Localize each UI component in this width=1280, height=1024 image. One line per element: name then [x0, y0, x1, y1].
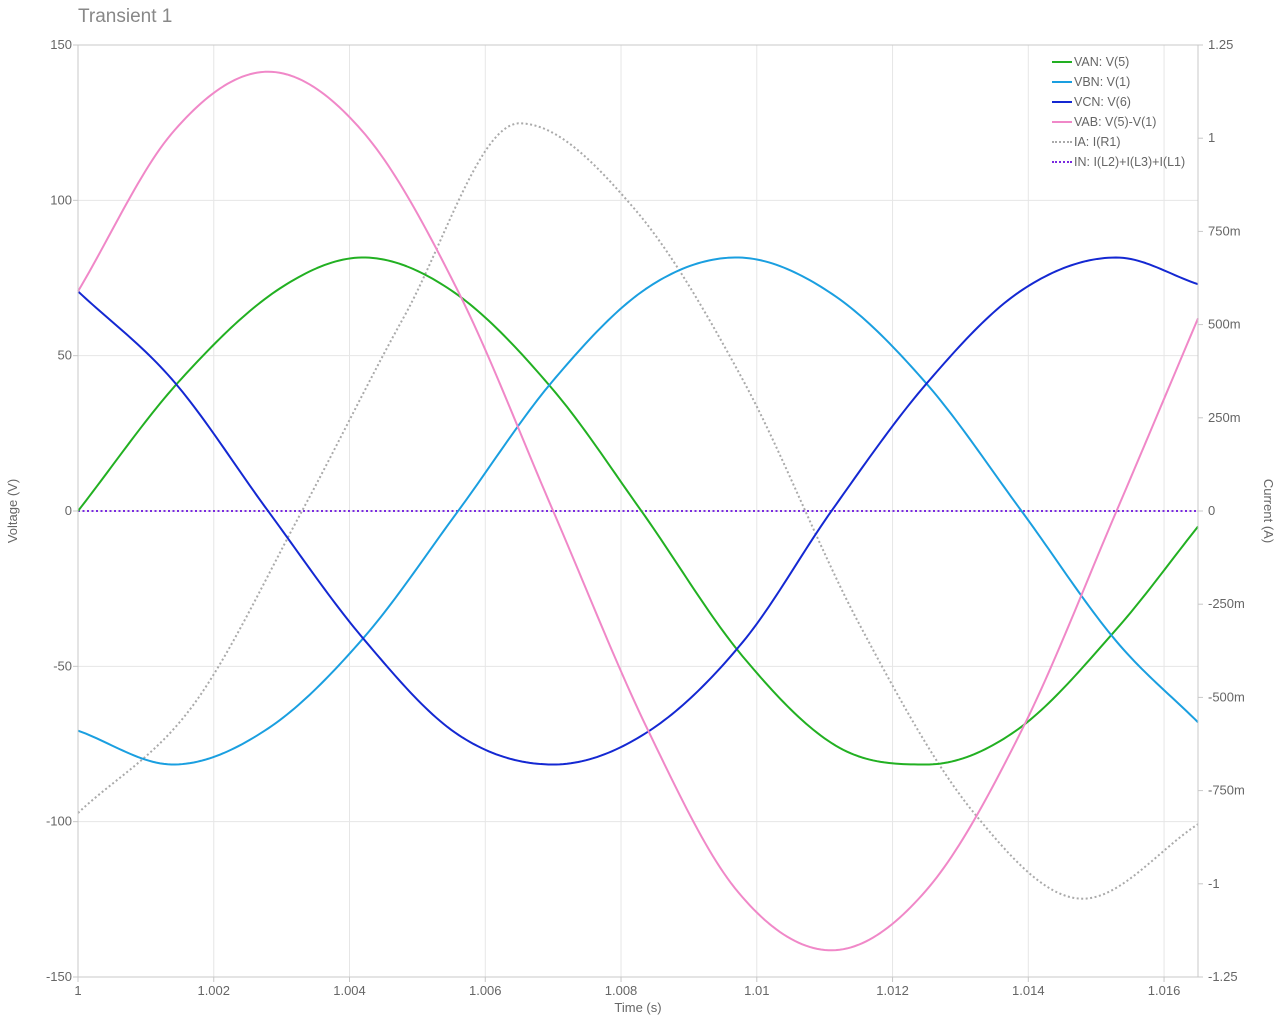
- series-layer: [77, 70, 1199, 952]
- series-line-vcn: [77, 256, 1199, 766]
- x-tick-label: 1.012: [876, 983, 909, 998]
- legend-item[interactable]: VAB: V(5)-V(1): [1052, 112, 1185, 132]
- legend-label: VAN: V(5): [1074, 55, 1130, 69]
- legend-item[interactable]: VBN: V(1): [1052, 72, 1185, 92]
- legend-label: VAB: V(5)-V(1): [1074, 115, 1157, 129]
- y-tick-label: -100: [46, 814, 72, 829]
- y2-tick-label: -1: [1208, 876, 1220, 891]
- y2-tick-label: -250m: [1208, 596, 1245, 611]
- y2-tick-label: -1.25: [1208, 969, 1238, 984]
- axis-layer: 1 1.002 1.004 1.006 1.008 1.01 1.012 1.014 1.016…: [5, 37, 1276, 1015]
- series-line-vbn: [77, 256, 1199, 766]
- y-tick-label: 50: [58, 348, 72, 363]
- y-tick-label: 150: [50, 37, 72, 52]
- y2-tick-label: 250m: [1208, 410, 1241, 425]
- legend-item[interactable]: VCN: V(6): [1052, 92, 1185, 112]
- x-tick-label: 1.014: [1012, 983, 1045, 998]
- y2-tick-label: 1: [1208, 130, 1215, 145]
- series-line-van: [77, 256, 1199, 766]
- x-axis-label: Time (s): [614, 1000, 661, 1015]
- legend-swatch: [1052, 161, 1072, 163]
- x-tick-label: 1.006: [469, 983, 502, 998]
- x-tick-label: 1.01: [744, 983, 769, 998]
- y-tick-label: -50: [53, 658, 72, 673]
- y2-axis-label: Current (A): [1261, 479, 1276, 543]
- y-tick-label: -150: [46, 969, 72, 984]
- series-line-ia: [77, 122, 1199, 900]
- legend-swatch: [1052, 61, 1072, 63]
- chart-title: Transient 1: [78, 6, 173, 27]
- legend-swatch: [1052, 101, 1072, 103]
- legend-swatch: [1052, 81, 1072, 83]
- legend-label: IN: I(L2)+I(L3)+I(L1): [1074, 155, 1186, 169]
- chart-legend[interactable]: VAN: V(5) VBN: V(1) VCN: V(6) VAB: V(5)-V(1…: [1052, 52, 1185, 172]
- x-tick-label: 1.004: [333, 983, 366, 998]
- y2-tick-label: 1.25: [1208, 37, 1233, 52]
- x-tick-label: 1.008: [605, 983, 638, 998]
- y2-tick-label: 500m: [1208, 317, 1241, 332]
- y-tick-label: 100: [50, 192, 72, 207]
- series-line-vab: [77, 70, 1199, 952]
- x-tick-label: 1.016: [1148, 983, 1181, 998]
- legend-label: VCN: V(6): [1074, 95, 1131, 109]
- legend-item[interactable]: IA: I(R1): [1052, 132, 1185, 152]
- legend-label: IA: I(R1): [1074, 135, 1121, 149]
- legend-swatch: [1052, 121, 1072, 123]
- legend-item[interactable]: VAN: V(5): [1052, 52, 1185, 72]
- y2-tick-label: 0: [1208, 503, 1215, 518]
- x-tick-label: 1: [74, 983, 81, 998]
- y2-tick-label: 750m: [1208, 223, 1241, 238]
- y2-tick-label: -500m: [1208, 689, 1245, 704]
- legend-swatch: [1052, 141, 1072, 143]
- y-axis-label: Voltage (V): [5, 479, 20, 543]
- y2-tick-label: -750m: [1208, 783, 1245, 798]
- legend-item[interactable]: IN: I(L2)+I(L3)+I(L1): [1052, 152, 1185, 172]
- x-tick-label: 1.002: [197, 983, 230, 998]
- legend-label: VBN: V(1): [1074, 75, 1131, 89]
- y-tick-label: 0: [65, 503, 72, 518]
